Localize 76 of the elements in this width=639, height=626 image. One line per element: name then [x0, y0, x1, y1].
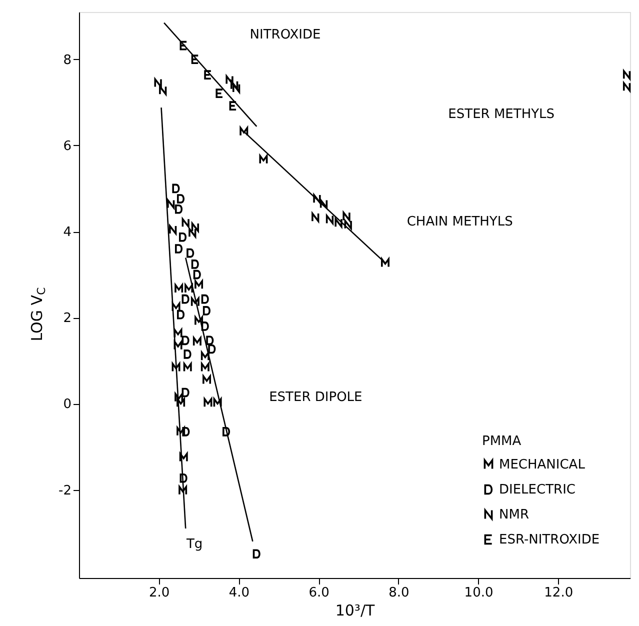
point	[176, 426, 186, 436]
point	[172, 362, 180, 372]
point	[320, 199, 328, 209]
x-tick-label: 4.0	[228, 586, 250, 600]
point	[240, 126, 248, 136]
point	[206, 336, 214, 346]
point	[202, 306, 210, 316]
point	[204, 70, 212, 80]
legend-label: DIELECTRIC	[499, 482, 576, 498]
annotation: ESTER METHYLS	[448, 106, 555, 122]
point	[194, 316, 204, 326]
legend-label: NMR	[499, 508, 529, 522]
point	[226, 75, 234, 85]
y-tick-label: 0	[63, 397, 72, 412]
y-tick-label: 8	[63, 52, 72, 68]
point	[252, 549, 260, 559]
x-tick-label: 10.0	[464, 586, 494, 600]
x-tick-label: 12.0	[544, 586, 574, 600]
point	[229, 101, 237, 110]
point	[179, 452, 188, 462]
point	[174, 244, 183, 254]
point	[172, 184, 180, 194]
point	[186, 248, 194, 258]
point	[182, 388, 190, 398]
legend-label: MECHANICAL	[499, 458, 586, 472]
y-axis-title: LOG VC	[28, 287, 48, 342]
point	[194, 280, 204, 290]
point	[176, 194, 185, 204]
point	[174, 204, 183, 214]
x-tick-label: 8.0	[388, 586, 410, 600]
point	[216, 88, 224, 98]
point	[344, 220, 352, 230]
point	[259, 154, 268, 164]
x-axis-title: 10³/T	[335, 602, 376, 620]
point	[167, 199, 175, 209]
point	[380, 258, 390, 268]
point	[180, 40, 188, 50]
point	[200, 362, 210, 372]
legend-label: ESR-NITROXIDE	[499, 532, 600, 548]
point	[182, 426, 190, 436]
point	[174, 392, 184, 402]
point	[182, 218, 190, 228]
point	[208, 344, 216, 354]
point	[178, 232, 187, 242]
point	[326, 214, 334, 224]
point	[193, 270, 201, 280]
point	[191, 54, 200, 64]
point	[180, 473, 188, 483]
point	[222, 426, 230, 436]
x-tick-label: 6.0	[308, 586, 330, 600]
point	[184, 350, 192, 359]
point	[154, 78, 162, 88]
annotation: ESTER DIPOLE	[269, 390, 362, 405]
point	[191, 260, 199, 269]
point	[622, 70, 631, 80]
point	[182, 294, 190, 304]
point	[202, 375, 212, 385]
y-tick-label: 6	[63, 138, 72, 154]
y-tick-label: -2	[58, 483, 72, 498]
y-tick-label: 4	[63, 225, 72, 240]
point	[178, 486, 188, 496]
annotation: CHAIN METHYLS	[406, 214, 513, 230]
annotation: NITROXIDE	[250, 28, 321, 43]
legend-title: PMMA	[482, 434, 522, 449]
point	[183, 362, 192, 372]
point	[176, 310, 185, 320]
point	[201, 322, 209, 331]
point	[174, 328, 182, 338]
point	[182, 336, 190, 346]
y-tick-label: 2	[63, 311, 72, 326]
annotation: Tg	[185, 537, 203, 552]
point	[174, 340, 182, 350]
point	[201, 294, 209, 304]
point	[190, 297, 200, 307]
point	[622, 82, 631, 92]
x-tick-label: 2.0	[149, 586, 170, 600]
